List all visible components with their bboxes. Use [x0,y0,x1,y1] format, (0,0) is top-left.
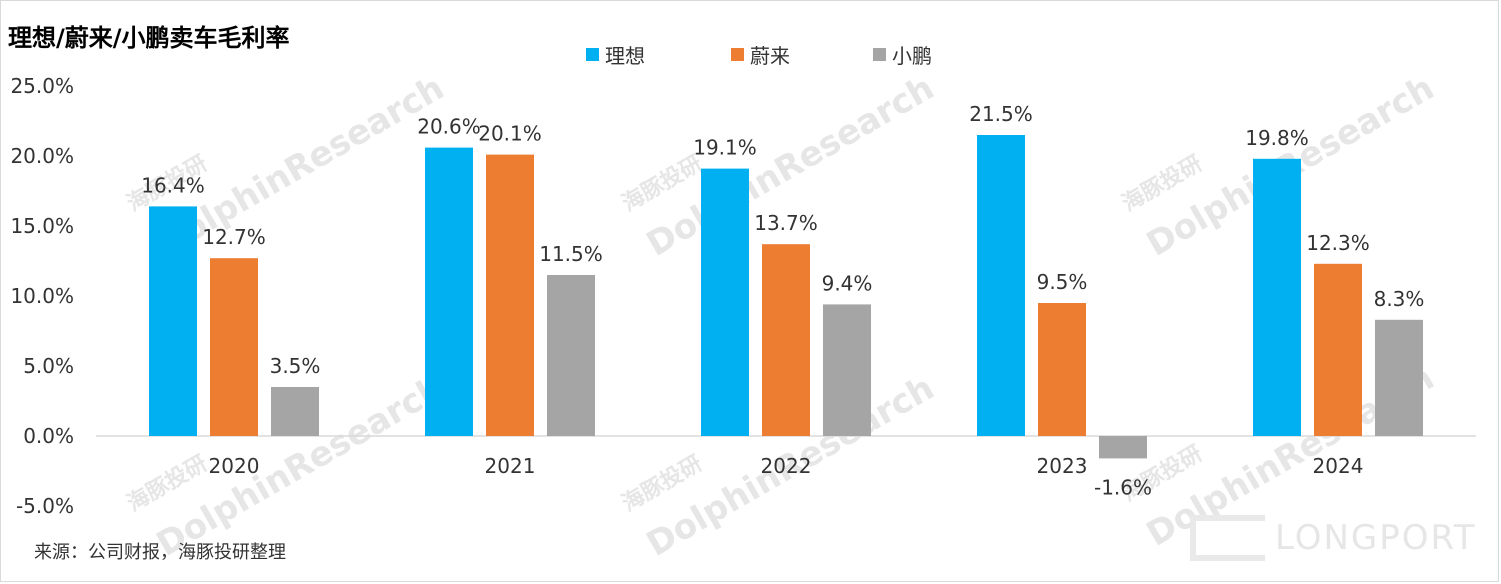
data-label: 12.3% [1306,231,1370,255]
bar [486,154,534,436]
y-tick-label: 0.0% [23,424,74,448]
legend-swatch [731,48,744,61]
bar [1253,158,1301,437]
legend-item: 小鹏 [873,40,932,69]
data-label: 16.4% [141,173,205,197]
bar [1099,436,1147,459]
data-label: 9.4% [822,271,873,295]
bar [547,275,595,436]
bar [149,206,197,436]
x-tick-label: 2023 [1037,454,1088,478]
x-tick-label: 2021 [485,454,536,478]
legend: 理想 蔚来 小鹏 [0,40,1501,70]
legend-item: 蔚来 [731,40,790,69]
chart-title: 理想/蔚来/小鹏卖车毛利率 [8,24,290,52]
legend-swatch [873,48,886,61]
bar [425,147,473,436]
longport-logo-icon [1190,515,1265,561]
bar [1038,303,1086,436]
x-tick-label: 2022 [761,454,812,478]
data-label: 21.5% [969,102,1033,126]
bar [1314,263,1362,436]
longport-text: LONGPORT [1275,518,1477,558]
bar [977,135,1025,436]
x-tick-label: 2024 [1313,454,1364,478]
x-tick-label: 2020 [209,454,260,478]
data-label: 11.5% [539,242,603,266]
bar [701,168,749,436]
legend-label: 理想 [605,44,645,68]
data-label: 3.5% [270,354,321,378]
legend-swatch [586,48,599,61]
data-label: 8.3% [1374,287,1425,311]
bar [210,258,258,436]
data-label: 20.6% [417,115,481,139]
bar [823,304,871,436]
data-label: 20.1% [478,122,542,146]
data-label: 19.1% [693,136,757,160]
y-tick-label: 5.0% [23,354,74,378]
data-label: 13.7% [754,211,818,235]
y-tick-label: 20.0% [10,144,74,168]
source-note: 来源：公司财报，海豚投研整理 [34,542,286,563]
legend-label: 小鹏 [892,44,932,68]
data-label: 9.5% [1037,270,1088,294]
y-tick-label: 10.0% [10,284,74,308]
bar [271,387,319,436]
legend-item: 理想 [586,40,645,69]
longport-watermark: LONGPORT [1190,515,1476,561]
bar [1375,319,1423,436]
y-tick-label: -5.0% [16,494,74,518]
y-tick-label: 15.0% [10,214,74,238]
data-label: 12.7% [202,225,266,249]
data-label: -1.6% [1094,475,1152,499]
bar [762,244,810,436]
y-tick-label: 25.0% [10,74,74,98]
legend-label: 蔚来 [750,44,790,68]
data-label: 19.8% [1245,126,1309,150]
